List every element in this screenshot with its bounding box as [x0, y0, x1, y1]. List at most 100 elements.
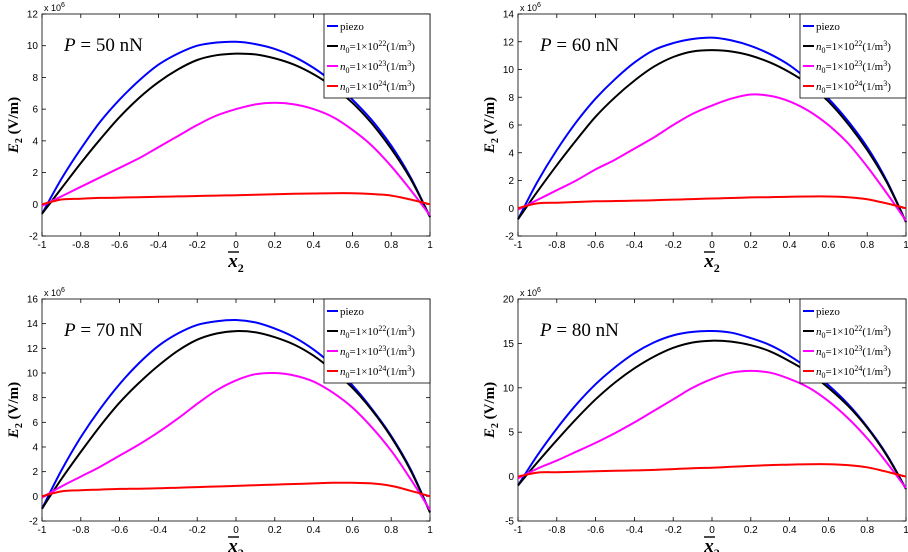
y-scale-factor: x 106: [520, 2, 541, 13]
legend-label-0: piezo: [816, 306, 840, 318]
x-tick-label: 0.8: [860, 240, 874, 251]
legend: piezo n0=1×1022(1/m3) n0=1×1023(1/m3) n0=1×…: [323, 298, 431, 384]
chart-panel-bottom-right: -1 -0.8 -0.6 -0.4 -0.2 0 0.2 0.4 0.6 0.8 1 -5 0 5 10 15…: [482, 287, 908, 552]
y-tick-label: 6: [32, 105, 38, 116]
y-tick-label: 0: [32, 492, 38, 503]
x-tick-label: 0.6: [821, 240, 835, 251]
x-tick-label: 0.2: [744, 525, 758, 536]
y-scale-factor: x 106: [44, 287, 65, 298]
x-tick-label: -0.8: [72, 525, 90, 536]
y-tick-label: 15: [503, 339, 515, 350]
legend-label-2: n0=1×1023(1/m3): [816, 59, 891, 75]
y-axis-label: E2 (V/m): [482, 97, 501, 154]
x-tick-label: 0.8: [384, 240, 398, 251]
series-line-0: [517, 329, 907, 490]
series-line-1: [41, 52, 431, 218]
x-tick-label: 0.2: [268, 525, 282, 536]
legend-label-3: n0=1×1024(1/m3): [816, 79, 891, 95]
series-line-1: [517, 339, 907, 490]
y-tick-label: 0: [508, 472, 514, 483]
x-tick-label: 0: [233, 240, 239, 251]
y-tick-label: 0: [32, 200, 38, 211]
x-tick-label: -0.6: [587, 240, 605, 251]
x-axis-label: x2: [703, 251, 720, 275]
chart-panel-top-right: -1 -0.8 -0.6 -0.4 -0.2 0 0.2 0.4 0.6 0.8 1 -2 0 2 4 6 8 1…: [482, 2, 908, 275]
y-axis-label: E2 (V/m): [6, 97, 25, 154]
x-tick-label: 0.4: [783, 525, 797, 536]
y-tick-label: 8: [32, 73, 38, 84]
y-scale-factor: x 106: [44, 2, 65, 13]
y-tick-label: 2: [32, 168, 38, 179]
x-tick-label: -0.4: [150, 525, 168, 536]
y-tick-label: 16: [27, 295, 39, 306]
x-tick-label: -0.8: [548, 525, 566, 536]
y-tick-label: 6: [32, 418, 38, 429]
series-line-3: [517, 463, 907, 478]
series-line-3: [41, 481, 431, 498]
load-annotation: P = 50 nN: [63, 35, 143, 56]
x-tick-label: 0.8: [860, 525, 874, 536]
x-tick-label: 0: [709, 240, 715, 251]
x-tick-label: 0.4: [307, 240, 321, 251]
y-tick-label: -2: [505, 232, 514, 243]
series-line-1: [517, 49, 907, 223]
series-line-0: [41, 40, 431, 218]
chart-panel-bottom-left: -1 -0.8 -0.6 -0.4 -0.2 0 0.2 0.4 0.6 0.8 1 -2 0 2 4 6 8 1…: [6, 287, 433, 552]
x-tick-label: 0.2: [744, 240, 758, 251]
y-tick-label: 2: [508, 176, 514, 187]
y-tick-label: 8: [508, 93, 514, 104]
series-line-2: [517, 369, 907, 489]
x-axis-label: x2: [227, 536, 244, 552]
y-tick-label: 12: [27, 10, 39, 21]
y-tick-label: -2: [29, 517, 38, 528]
y-tick-label: -2: [29, 232, 38, 243]
legend-label-3: n0=1×1024(1/m3): [816, 364, 891, 380]
legend: piezo n0=1×1022(1/m3) n0=1×1023(1/m3) n0=1×…: [323, 13, 431, 99]
legend-label-1: n0=1×1022(1/m3): [340, 39, 415, 55]
x-tick-label: 1: [427, 525, 433, 536]
x-tick-label: -0.4: [626, 525, 644, 536]
x-tick-label: 0.6: [345, 240, 359, 251]
legend: piezo n0=1×1022(1/m3) n0=1×1023(1/m3) n0=1×…: [799, 13, 907, 99]
chart-panel-top-left: -1 -0.8 -0.6 -0.4 -0.2 0 0.2 0.4 0.6 0.8 1 -2 0 2 4 6 8 1…: [6, 2, 433, 275]
x-tick-label: -1: [514, 525, 523, 536]
x-tick-label: -0.4: [150, 240, 168, 251]
legend-label-1: n0=1×1022(1/m3): [816, 324, 891, 340]
x-axis-label: x2: [703, 536, 720, 552]
y-axis-label: E2 (V/m): [6, 382, 25, 439]
y-tick-label: 10: [503, 383, 515, 394]
y-tick-label: 4: [508, 148, 514, 159]
x-tick-label: 0.4: [783, 240, 797, 251]
x-tick-label: 0.6: [345, 525, 359, 536]
y-axis-label: E2 (V/m): [482, 382, 501, 439]
legend-label-3: n0=1×1024(1/m3): [340, 79, 415, 95]
y-tick-label: 12: [27, 344, 39, 355]
y-tick-label: 5: [508, 428, 514, 439]
legend-label-1: n0=1×1022(1/m3): [340, 324, 415, 340]
legend-label-0: piezo: [816, 21, 840, 33]
x-tick-label: 1: [427, 240, 433, 251]
x-tick-label: 0.6: [821, 525, 835, 536]
y-tick-label: 10: [27, 41, 39, 52]
x-tick-label: -1: [38, 240, 47, 251]
x-tick-label: 0.2: [268, 240, 282, 251]
x-tick-label: -0.4: [626, 240, 644, 251]
legend-box: [323, 298, 431, 384]
x-tick-label: -1: [514, 240, 523, 251]
y-tick-label: 4: [32, 136, 38, 147]
y-tick-label: 10: [27, 369, 39, 380]
legend-label-1: n0=1×1022(1/m3): [816, 39, 891, 55]
y-tick-label: 10: [503, 65, 515, 76]
y-tick-label: -5: [505, 517, 514, 528]
x-tick-label: -0.8: [72, 240, 90, 251]
x-tick-label: 0.4: [307, 525, 321, 536]
x-tick-label: 1: [903, 525, 908, 536]
legend-label-2: n0=1×1023(1/m3): [340, 344, 415, 360]
legend-label-0: piezo: [340, 21, 364, 33]
series-line-2: [41, 371, 431, 511]
x-tick-label: -0.6: [111, 525, 129, 536]
x-tick-label: 0: [233, 525, 239, 536]
x-axis-label: x2: [227, 251, 244, 275]
series-line-3: [41, 192, 431, 206]
